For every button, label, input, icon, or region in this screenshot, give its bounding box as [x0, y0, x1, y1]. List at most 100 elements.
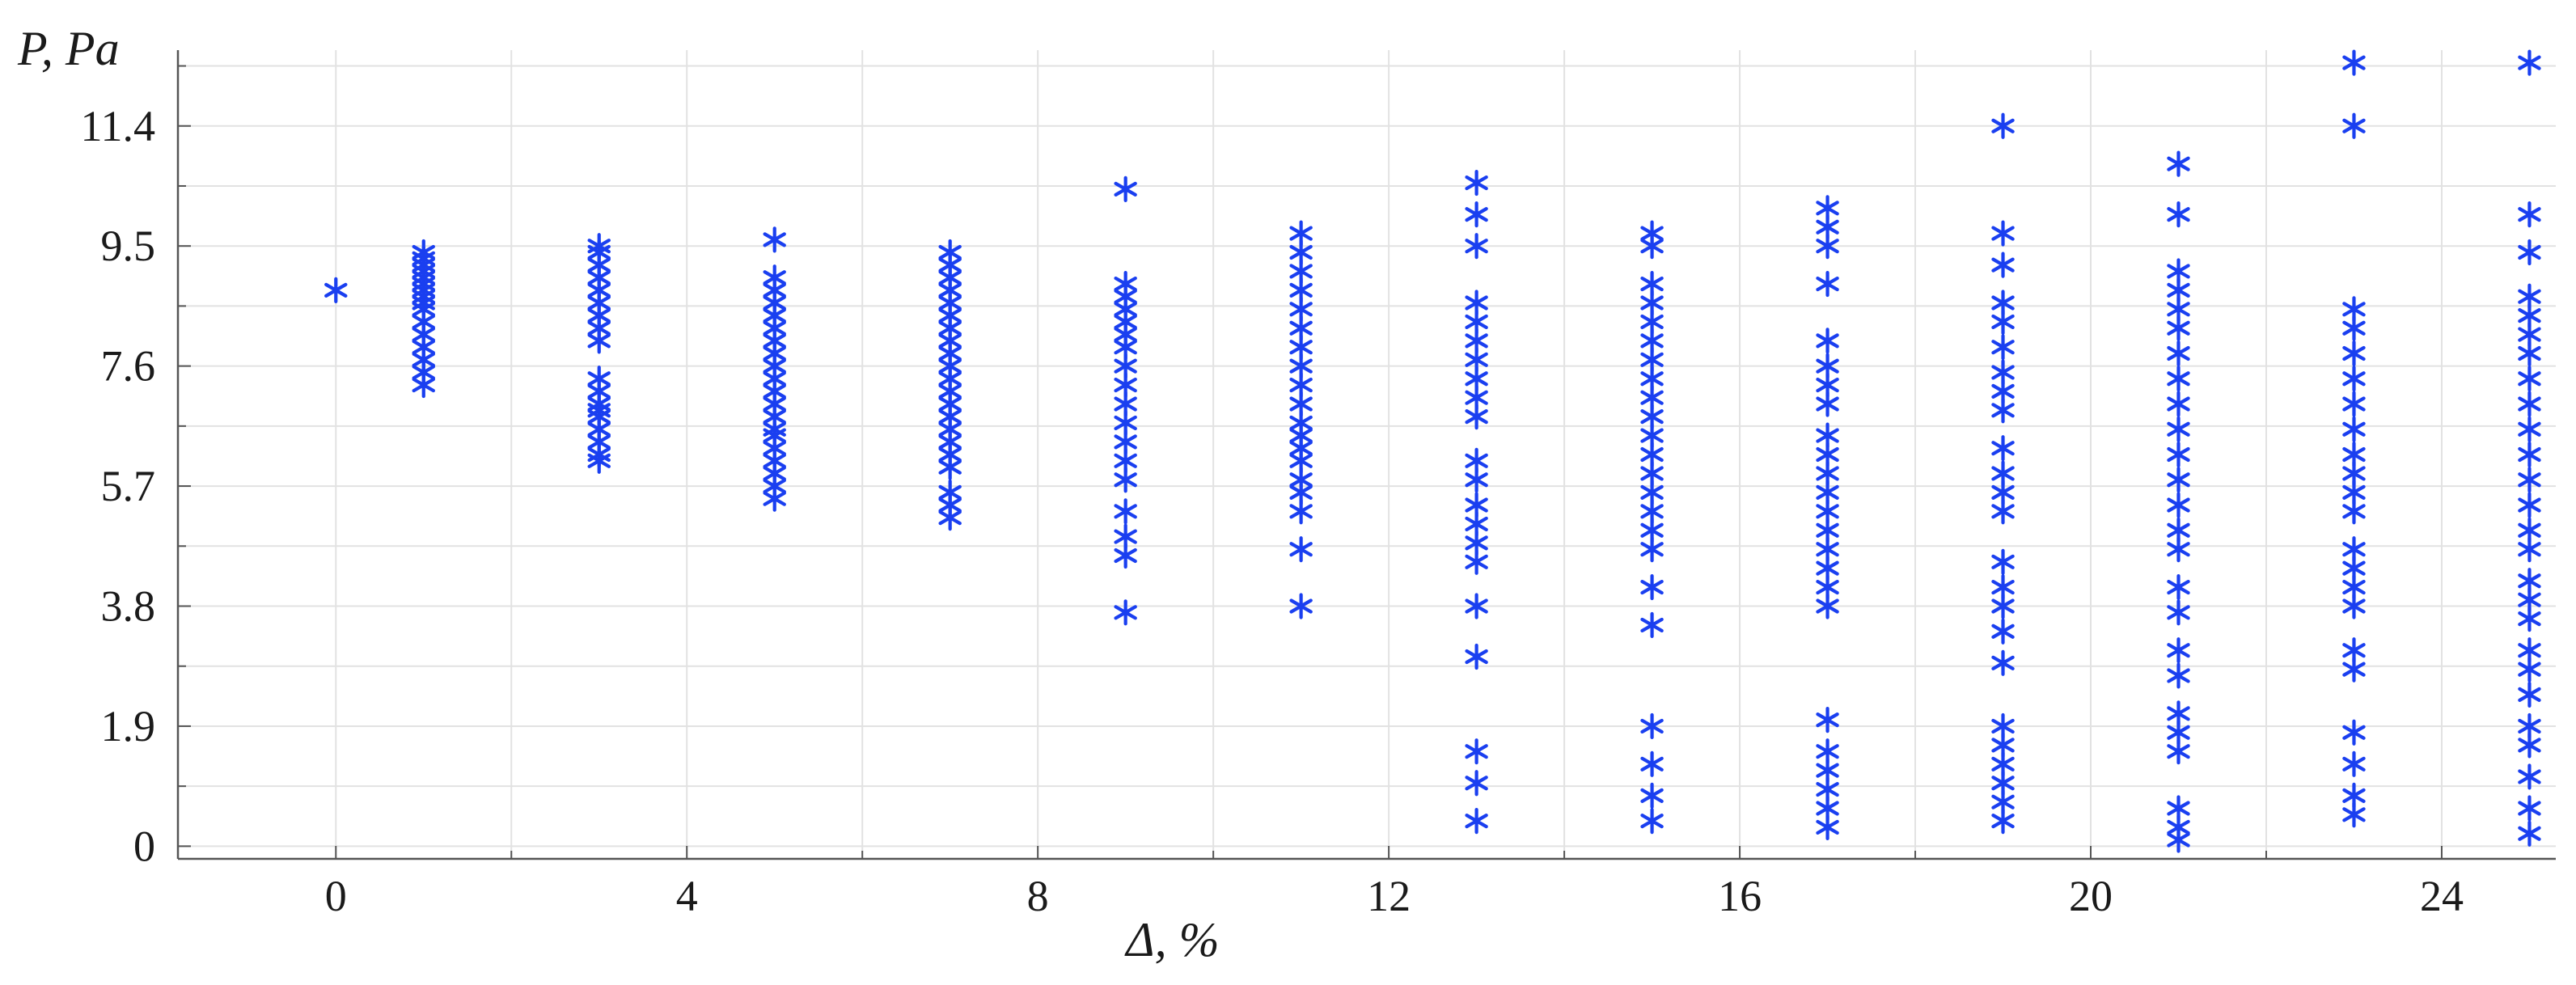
data-point [2342, 719, 2366, 746]
asterisk-marker [2342, 441, 2366, 468]
tick-labels: 0 4 8 12 16 20 24 0 1.9 3.8 5.7 7.6 9.5 11.4 [81, 102, 2464, 920]
asterisk-marker [1816, 195, 1839, 222]
data-point [2518, 49, 2541, 76]
asterisk-marker [2342, 49, 2366, 76]
data-point [1465, 770, 1488, 797]
asterisk-marker [1640, 220, 1664, 247]
data-point [2518, 517, 2541, 543]
asterisk-marker [1816, 422, 1839, 449]
data-point [2342, 750, 2366, 777]
asterisk-marker [1465, 447, 1488, 474]
asterisk-marker [2342, 719, 2366, 746]
data-point [2518, 283, 2541, 310]
asterisk-marker [2518, 283, 2541, 310]
y-tick-label: 7.6 [101, 342, 156, 391]
asterisk-marker [2518, 366, 2541, 392]
x-tick-label: 0 [325, 872, 347, 920]
data-point [2342, 391, 2366, 417]
asterisk-marker [1991, 252, 2015, 278]
asterisk-marker [2167, 492, 2190, 518]
asterisk-marker [2518, 820, 2541, 847]
data-point [2167, 599, 2190, 626]
asterisk-marker [2342, 296, 2366, 323]
data-point [2167, 340, 2190, 367]
data-point [1991, 334, 2015, 361]
asterisk-marker [2518, 467, 2541, 493]
data-point [2342, 416, 2366, 442]
asterisk-marker [2167, 366, 2190, 392]
data-point [1991, 548, 2015, 575]
data-point [2342, 340, 2366, 367]
asterisk-marker [2167, 517, 2190, 543]
data-point [587, 233, 611, 260]
asterisk-marker [2518, 681, 2541, 708]
asterisk-marker [1816, 328, 1839, 354]
y-tick-label: 9.5 [101, 222, 156, 270]
asterisk-marker [763, 226, 786, 253]
asterisk-marker [1640, 270, 1664, 298]
y-tick-label: 11.4 [81, 102, 156, 150]
asterisk-marker [1114, 270, 1137, 298]
data-point [2167, 662, 2190, 689]
data-point [2518, 763, 2541, 790]
data-point [412, 239, 435, 266]
data-point [1465, 492, 1488, 518]
data-point [1816, 195, 1839, 222]
data-point [1289, 536, 1313, 563]
data-point [1465, 738, 1488, 765]
asterisk-marker [1816, 707, 1839, 733]
data-point [1816, 422, 1839, 449]
data-point [2342, 296, 2366, 323]
data-point [324, 277, 348, 303]
asterisk-marker [1465, 808, 1488, 835]
data-point [2167, 366, 2190, 392]
data-point [763, 264, 786, 291]
asterisk-marker [1289, 593, 1313, 619]
asterisk-marker [1816, 270, 1839, 298]
x-tick-label: 12 [1367, 872, 1411, 920]
asterisk-marker [1991, 435, 2015, 462]
x-tick-label: 8 [1027, 872, 1049, 920]
data-point [2342, 49, 2366, 76]
asterisk-marker [1640, 712, 1664, 740]
asterisk-marker [2342, 340, 2366, 367]
asterisk-marker [2167, 637, 2190, 664]
data-point [1816, 353, 1839, 379]
asterisk-marker [1114, 599, 1137, 626]
asterisk-marker [1640, 750, 1664, 777]
data-point [2167, 201, 2190, 228]
data-point [2518, 441, 2541, 468]
data-point [2518, 391, 2541, 417]
y-tick-label: 0 [133, 822, 155, 870]
asterisk-marker [2518, 637, 2541, 664]
asterisk-marker [2518, 712, 2541, 740]
asterisk-marker [1640, 611, 1664, 639]
data-point [2167, 492, 2190, 518]
asterisk-marker [2167, 441, 2190, 468]
asterisk-marker [1114, 523, 1137, 550]
x-tick-label: 4 [676, 872, 698, 920]
data-point [2342, 536, 2366, 563]
data-point [1465, 290, 1488, 316]
asterisk-marker [2342, 112, 2366, 139]
asterisk-marker [587, 233, 611, 260]
asterisk-marker [2342, 637, 2366, 664]
data-point [763, 226, 786, 253]
grid-lines [178, 50, 2556, 859]
data-point [2167, 416, 2190, 442]
data-point [2518, 637, 2541, 664]
data-point [1991, 618, 2015, 645]
data-point [1991, 649, 2015, 676]
data-point [1640, 573, 1664, 601]
data-point [2167, 441, 2190, 468]
asterisk-marker [2518, 391, 2541, 417]
asterisk-marker [2518, 795, 2541, 822]
data-point [2342, 112, 2366, 139]
asterisk-marker [2518, 201, 2541, 228]
x-tick-label: 24 [2420, 872, 2464, 920]
data-point [2167, 573, 2190, 601]
asterisk-marker [2167, 795, 2190, 822]
asterisk-marker [1289, 536, 1313, 563]
x-tick-label: 16 [1718, 872, 1762, 920]
